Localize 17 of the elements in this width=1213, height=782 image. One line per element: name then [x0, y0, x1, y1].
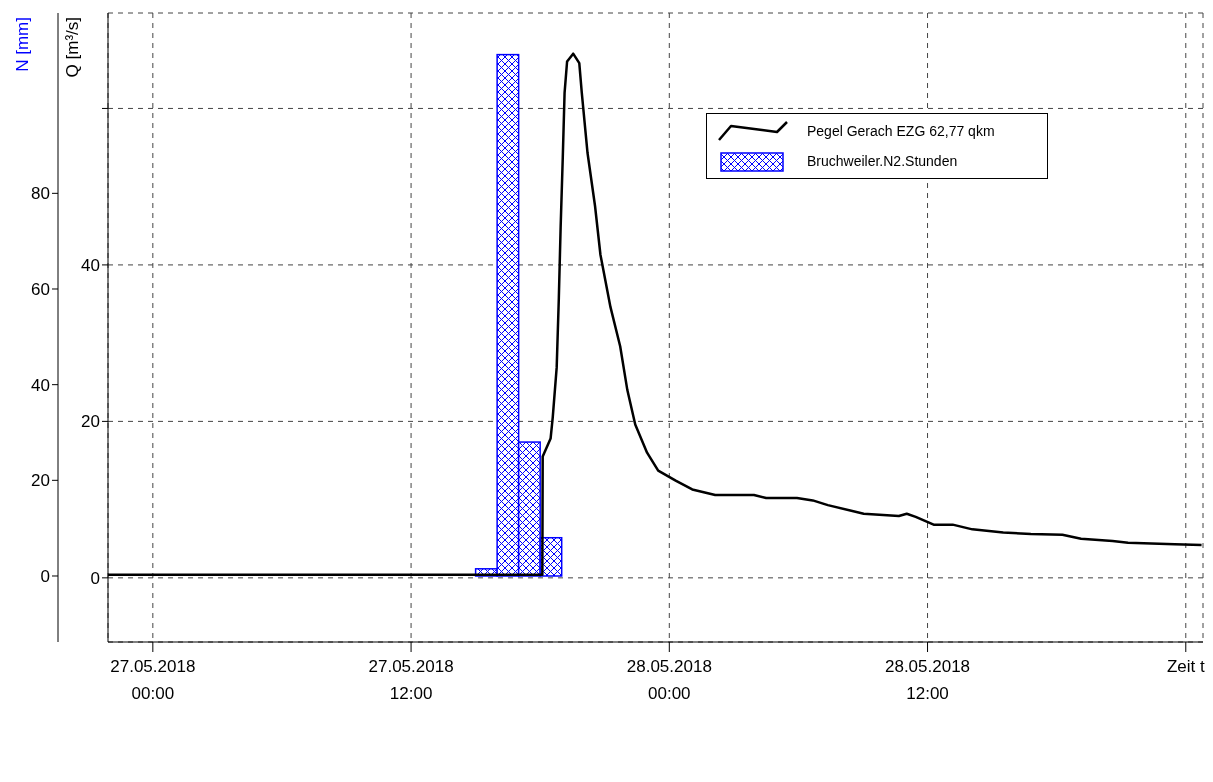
- y2-tick-label: 0: [40, 567, 50, 587]
- legend-label: Bruchweiler.N2.Stunden: [807, 153, 959, 169]
- y-tick-label: 40: [81, 255, 100, 275]
- y-tick-label: 0: [90, 568, 100, 588]
- y2-tick-label: 40: [31, 375, 50, 395]
- x-tick-label: 27.05.2018 12:00: [368, 657, 454, 703]
- legend-label: Pegel Gerach EZG 62,77 qkm: [807, 123, 996, 139]
- y-tick-label: 20: [81, 412, 100, 432]
- x-tick-label: 28.05.2018 00:00: [626, 657, 712, 703]
- x-tick-label: 28.05.2018 12:00: [885, 657, 971, 703]
- y2-axis-title: N [mm]: [12, 17, 32, 72]
- y2-tick-label: 80: [31, 184, 50, 204]
- y-axis-title: Q [m³/s]: [62, 17, 82, 78]
- y2-tick-label: 20: [31, 471, 50, 491]
- y2-tick-label: 60: [31, 280, 50, 300]
- x-tick-label: Zeit t: [1166, 657, 1205, 676]
- x-tick-label: 27.05.2018 00:00: [110, 657, 196, 703]
